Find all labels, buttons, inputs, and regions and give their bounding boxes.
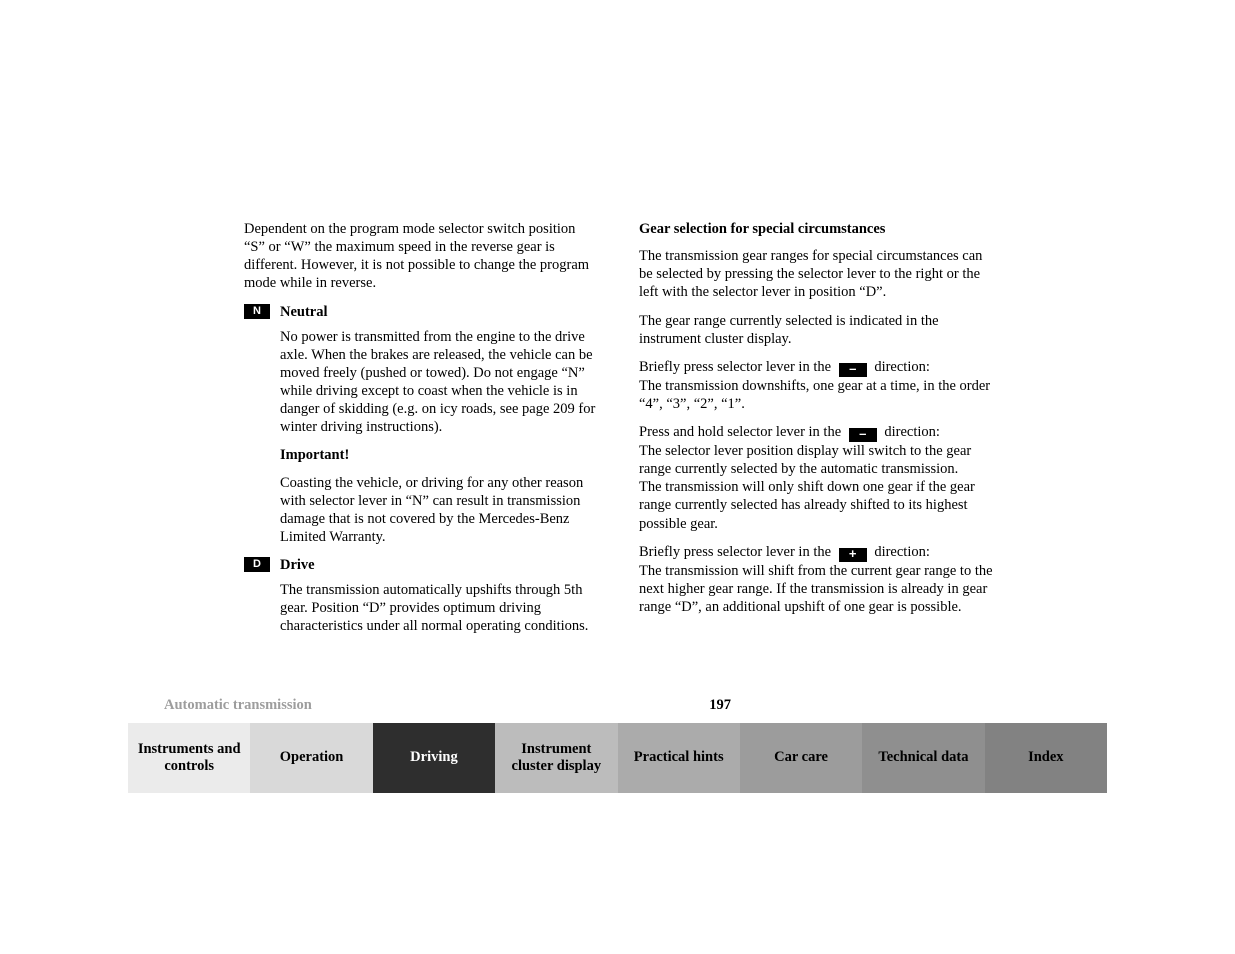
tab-operation[interactable]: Operation: [250, 723, 372, 793]
tab-driving[interactable]: Driving: [373, 723, 495, 793]
left-column: Dependent on the program mode selector s…: [244, 220, 599, 646]
downshift-brief-post: direction:: [871, 359, 930, 375]
tab-technical-data[interactable]: Technical data: [862, 723, 984, 793]
downshift-hold-text1: The selector lever position display will…: [639, 443, 971, 477]
upshift-brief-pre: Briefly press selector lever in the: [639, 544, 835, 560]
minus-icon: –: [849, 428, 877, 442]
plus-icon: +: [839, 548, 867, 562]
gear-badge-n-icon: N: [244, 304, 270, 319]
gear-drive-title: Drive: [280, 556, 599, 574]
gear-neutral-text: No power is transmitted from the engine …: [280, 328, 599, 437]
important-text: Coasting the vehicle, or driving for any…: [280, 474, 599, 547]
gear-neutral-title: Neutral: [280, 303, 599, 321]
gear-special-heading: Gear selection for special circumstances: [639, 220, 994, 238]
upshift-brief-post: direction:: [871, 544, 930, 560]
gear-special-p1: The transmission gear ranges for special…: [639, 247, 994, 301]
footer-meta: Automatic transmission 197: [128, 697, 1107, 723]
tab-index[interactable]: Index: [985, 723, 1107, 793]
tab-practical-hints[interactable]: Practical hints: [618, 723, 740, 793]
intro-paragraph: Dependent on the program mode selector s…: [244, 220, 599, 293]
downshift-brief-pre: Briefly press selector lever in the: [639, 359, 835, 375]
gear-neutral-block: N Neutral No power is transmitted from t…: [244, 303, 599, 547]
minus-icon: –: [839, 363, 867, 377]
footer-section-name: Automatic transmission: [164, 697, 312, 714]
downshift-hold-pre: Press and hold selector lever in the: [639, 424, 845, 440]
tab-instrument-cluster-display[interactable]: Instrument cluster display: [495, 723, 617, 793]
right-column: Gear selection for special circumstances…: [639, 220, 994, 646]
footer-tab-row: Instruments and controls Operation Drivi…: [128, 723, 1107, 793]
page-footer: Automatic transmission 197 Instruments a…: [128, 697, 1107, 793]
upshift-brief-text: The transmission will shift from the cur…: [639, 563, 993, 615]
downshift-brief-block: Briefly press selector lever in the – di…: [639, 358, 994, 413]
downshift-hold-post: direction:: [881, 424, 940, 440]
tab-car-care[interactable]: Car care: [740, 723, 862, 793]
gear-drive-block: D Drive The transmission automatically u…: [244, 556, 599, 636]
page-content: Dependent on the program mode selector s…: [244, 220, 994, 646]
gear-special-p2: The gear range currently selected is ind…: [639, 312, 994, 348]
upshift-brief-block: Briefly press selector lever in the + di…: [639, 543, 994, 616]
gear-drive-text: The transmission automatically upshifts …: [280, 581, 599, 635]
downshift-brief-text: The transmission downshifts, one gear at…: [639, 378, 990, 412]
gear-badge-d-icon: D: [244, 557, 270, 572]
page-number: 197: [709, 697, 731, 714]
downshift-hold-text2: The transmission will only shift down on…: [639, 479, 975, 531]
important-label: Important!: [280, 446, 599, 464]
downshift-hold-block: Press and hold selector lever in the – d…: [639, 423, 994, 533]
tab-instruments-and-controls[interactable]: Instruments and controls: [128, 723, 250, 793]
